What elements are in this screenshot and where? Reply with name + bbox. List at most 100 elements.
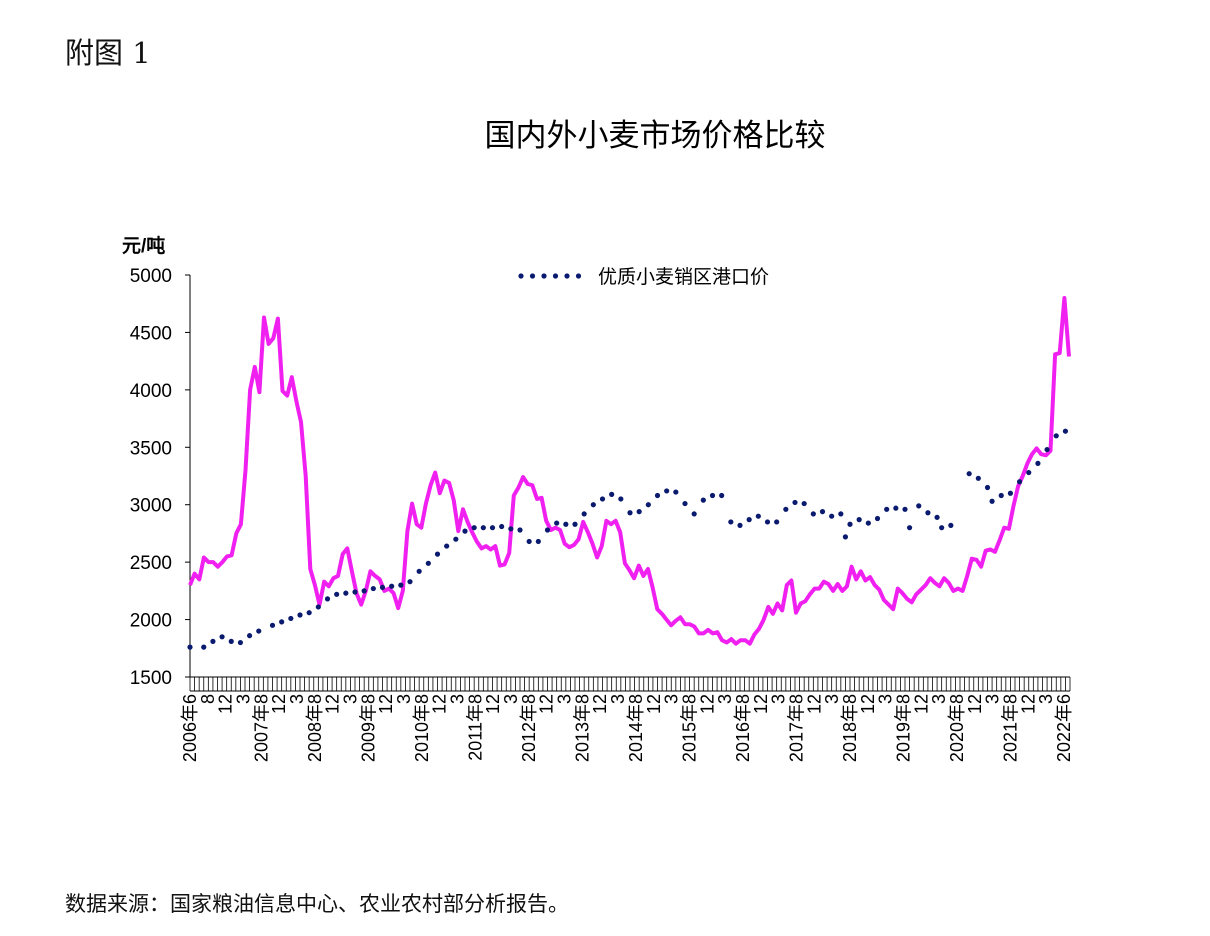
data-point-port-price: [563, 521, 569, 527]
data-point-port-price: [389, 583, 395, 589]
data-point-port-price: [416, 568, 422, 574]
legend-dot: [552, 273, 559, 279]
data-point-port-price: [691, 511, 697, 517]
data-point-port-price: [884, 506, 890, 512]
data-point-port-price: [989, 498, 995, 504]
x-tick-label: 12: [483, 694, 503, 714]
x-tick-label: 12: [269, 694, 289, 714]
data-point-port-price: [256, 628, 262, 634]
data-point-port-price: [755, 513, 761, 519]
x-tick-label: 12: [911, 694, 931, 714]
data-point-port-price: [774, 519, 780, 525]
data-point-port-price: [792, 499, 798, 506]
data-point-port-price: [966, 471, 972, 477]
x-tick-label: 2006年6: [180, 694, 200, 762]
x-tick-label: 12: [644, 694, 664, 714]
data-point-port-price: [618, 496, 624, 502]
x-tick-label: 2019年8: [893, 694, 913, 762]
source-note: 数据来源：国家粮油信息中心、农业农村部分析报告。: [65, 892, 569, 916]
data-point-port-price: [664, 488, 670, 494]
data-point-port-price: [462, 528, 468, 534]
data-point-port-price: [709, 492, 716, 499]
data-point-port-price: [874, 515, 881, 522]
data-point-port-price: [201, 644, 207, 650]
data-point-port-price: [801, 500, 807, 507]
data-point-port-price: [737, 522, 743, 528]
data-point-port-price: [219, 634, 225, 640]
data-point-port-price: [673, 489, 679, 495]
legend-marker-port-price: [518, 273, 582, 279]
data-point-port-price: [939, 525, 945, 531]
x-tick-label: 3: [501, 694, 521, 704]
data-point-port-price: [838, 511, 844, 517]
data-point-port-price: [572, 521, 578, 527]
data-point-port-price: [407, 579, 413, 585]
x-tick-label: 3: [929, 694, 949, 704]
data-point-port-price: [925, 510, 931, 516]
data-point-port-price: [865, 520, 871, 526]
legend-label-port-price: 优质小麦销区港口价: [598, 266, 769, 288]
data-point-port-price: [609, 491, 615, 497]
data-point-port-price: [700, 497, 706, 503]
data-point-port-price: [934, 514, 940, 520]
data-point-port-price: [187, 644, 193, 650]
legend-dot: [541, 273, 547, 279]
x-tick-label: 2016年8: [733, 694, 753, 762]
x-tick-label: 12: [751, 694, 771, 714]
data-point-port-price: [1044, 446, 1050, 453]
data-point-port-price: [425, 560, 431, 566]
data-point-port-price: [526, 538, 532, 545]
x-tick-label: 3: [394, 694, 414, 704]
data-point-port-price: [379, 584, 386, 591]
x-tick-label: 12: [323, 694, 343, 714]
data-point-port-price: [819, 509, 826, 515]
data-point-port-price: [599, 496, 606, 502]
y-tick-label: 5000: [130, 266, 172, 287]
x-tick-label: 12: [537, 694, 557, 714]
data-point-port-price: [975, 475, 981, 481]
data-point-port-price: [324, 596, 331, 602]
series-port-price: [187, 428, 1069, 650]
data-point-port-price: [269, 622, 276, 628]
data-point-port-price: [480, 525, 486, 531]
data-point-port-price: [998, 492, 1004, 499]
x-tick-label: 12: [590, 694, 610, 714]
chart-title: 国内外小麦市场价格比较: [484, 118, 826, 154]
data-point-port-price: [627, 510, 633, 516]
x-tick-label: 12: [1018, 694, 1038, 714]
data-point-port-price: [544, 527, 551, 533]
data-point-port-price: [315, 604, 321, 610]
data-point-port-price: [352, 589, 358, 595]
data-point-port-price: [1026, 469, 1032, 476]
figure-label: 附图 1: [65, 36, 151, 70]
x-tick-label: 3: [1036, 694, 1056, 704]
data-point-port-price: [334, 591, 340, 597]
data-point-port-price: [1016, 479, 1023, 485]
x-tick-label: 2017年8: [786, 694, 806, 762]
x-tick-label: 3: [341, 694, 361, 704]
data-point-port-price: [728, 519, 734, 525]
data-point-port-price: [288, 615, 294, 622]
x-tick-label: 12: [216, 694, 236, 714]
data-point-port-price: [636, 509, 642, 515]
y-tick-label: 1500: [130, 668, 172, 689]
data-point-port-price: [343, 590, 349, 596]
data-point-port-price: [398, 582, 404, 588]
data-point-port-price: [719, 492, 725, 499]
data-point-port-price: [535, 538, 541, 545]
y-tick-label: 4000: [130, 381, 172, 402]
data-point-port-price: [361, 588, 367, 594]
data-point-port-price: [810, 511, 816, 517]
x-tick-label: 12: [697, 694, 717, 714]
x-tick-label: 2014年8: [626, 694, 646, 762]
data-point-port-price: [783, 506, 789, 512]
y-tick-label: 4500: [130, 323, 172, 344]
legend: 优质小麦销区港口价: [518, 266, 769, 288]
data-point-port-price: [654, 492, 661, 499]
data-point-port-price: [847, 521, 853, 527]
data-point-port-price: [746, 517, 752, 523]
x-tick-label: 3: [983, 694, 1003, 704]
data-point-port-price: [279, 619, 285, 625]
x-tick-label: 2018年8: [840, 694, 860, 762]
